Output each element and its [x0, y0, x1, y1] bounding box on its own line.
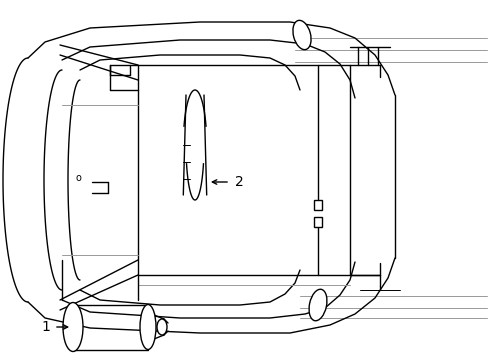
Bar	[313, 200, 321, 210]
Ellipse shape	[292, 21, 310, 50]
Text: o: o	[75, 173, 81, 183]
Ellipse shape	[140, 305, 156, 350]
Ellipse shape	[308, 289, 326, 321]
Text: 1: 1	[41, 320, 50, 334]
Text: 2: 2	[235, 175, 243, 189]
Ellipse shape	[157, 319, 167, 335]
Bar	[313, 217, 321, 227]
Ellipse shape	[63, 302, 83, 351]
